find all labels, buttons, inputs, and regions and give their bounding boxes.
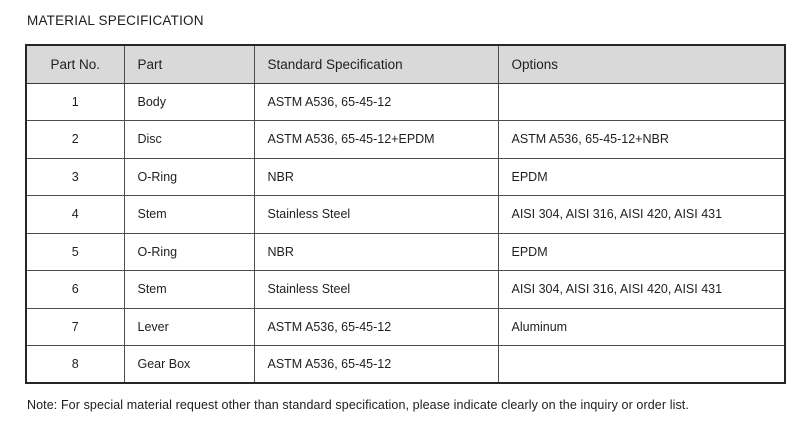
table-cell-standard-specification: Stainless Steel — [253, 195, 499, 234]
column-header-part-no: Part No. — [25, 44, 125, 84]
table-cell-options: AISI 304, AISI 316, AISI 420, AISI 431 — [497, 270, 786, 309]
table-row: 2 Disc ASTM A536, 65-45-12+EPDM ASTM A536, … — [25, 120, 786, 159]
table-cell-standard-specification: Stainless Steel — [253, 270, 499, 309]
table-row: 6 Stem Stainless Steel AISI 304, AISI 316, … — [25, 270, 786, 309]
table-cell-part: O-Ring — [123, 232, 255, 271]
table-cell-options: ASTM A536, 65-45-12+NBR — [497, 120, 786, 159]
table-row: 3 O-Ring NBR EPDM — [25, 157, 786, 196]
table-row: 8 Gear Box ASTM A536, 65-45-12 — [25, 345, 786, 384]
table-row: 4 Stem Stainless Steel AISI 304, AISI 316, … — [25, 195, 786, 234]
table-cell-options: AISI 304, AISI 316, AISI 420, AISI 431 — [497, 195, 786, 234]
table-cell-part: Stem — [123, 270, 255, 309]
table-cell-options: EPDM — [497, 157, 786, 196]
table-cell-part-no: 2 — [25, 120, 125, 159]
column-header-standard-specification: Standard Specification — [253, 44, 499, 84]
table-cell-standard-specification: ASTM A536, 65-45-12 — [253, 82, 499, 121]
column-header-options: Options — [497, 44, 786, 84]
table-cell-standard-specification: ASTM A536, 65-45-12 — [253, 307, 499, 346]
table-cell-part-no: 4 — [25, 195, 125, 234]
table-cell-part-no: 8 — [25, 345, 125, 384]
table-cell-part-no: 3 — [25, 157, 125, 196]
table-cell-part-no: 1 — [25, 82, 125, 121]
table-row: 1 Body ASTM A536, 65-45-12 — [25, 82, 786, 121]
table-cell-options — [497, 345, 786, 384]
table-cell-part: Stem — [123, 195, 255, 234]
table-cell-part-no: 6 — [25, 270, 125, 309]
table-cell-options: EPDM — [497, 232, 786, 271]
table-cell-part: Lever — [123, 307, 255, 346]
table-cell-standard-specification: ASTM A536, 65-45-12+EPDM — [253, 120, 499, 159]
table-cell-part-no: 7 — [25, 307, 125, 346]
table-cell-options: Aluminum — [497, 307, 786, 346]
table-header-row: Part No. Part Standard Specification Opt… — [25, 44, 786, 84]
table-cell-options — [497, 82, 786, 121]
footer-note: Note: For special material request other… — [27, 398, 689, 412]
table-cell-part: O-Ring — [123, 157, 255, 196]
table-cell-standard-specification: NBR — [253, 157, 499, 196]
table-cell-part: Gear Box — [123, 345, 255, 384]
table-cell-part: Body — [123, 82, 255, 121]
column-header-part: Part — [123, 44, 255, 84]
table-row: 5 O-Ring NBR EPDM — [25, 232, 786, 271]
table-row: 7 Lever ASTM A536, 65-45-12 Aluminum — [25, 307, 786, 346]
table-cell-standard-specification: NBR — [253, 232, 499, 271]
table-cell-part-no: 5 — [25, 232, 125, 271]
table-cell-standard-specification: ASTM A536, 65-45-12 — [253, 345, 499, 384]
table-cell-part: Disc — [123, 120, 255, 159]
page-title: MATERIAL SPECIFICATION — [27, 13, 204, 28]
material-specification-table: Part No. Part Standard Specification Opt… — [25, 44, 786, 384]
